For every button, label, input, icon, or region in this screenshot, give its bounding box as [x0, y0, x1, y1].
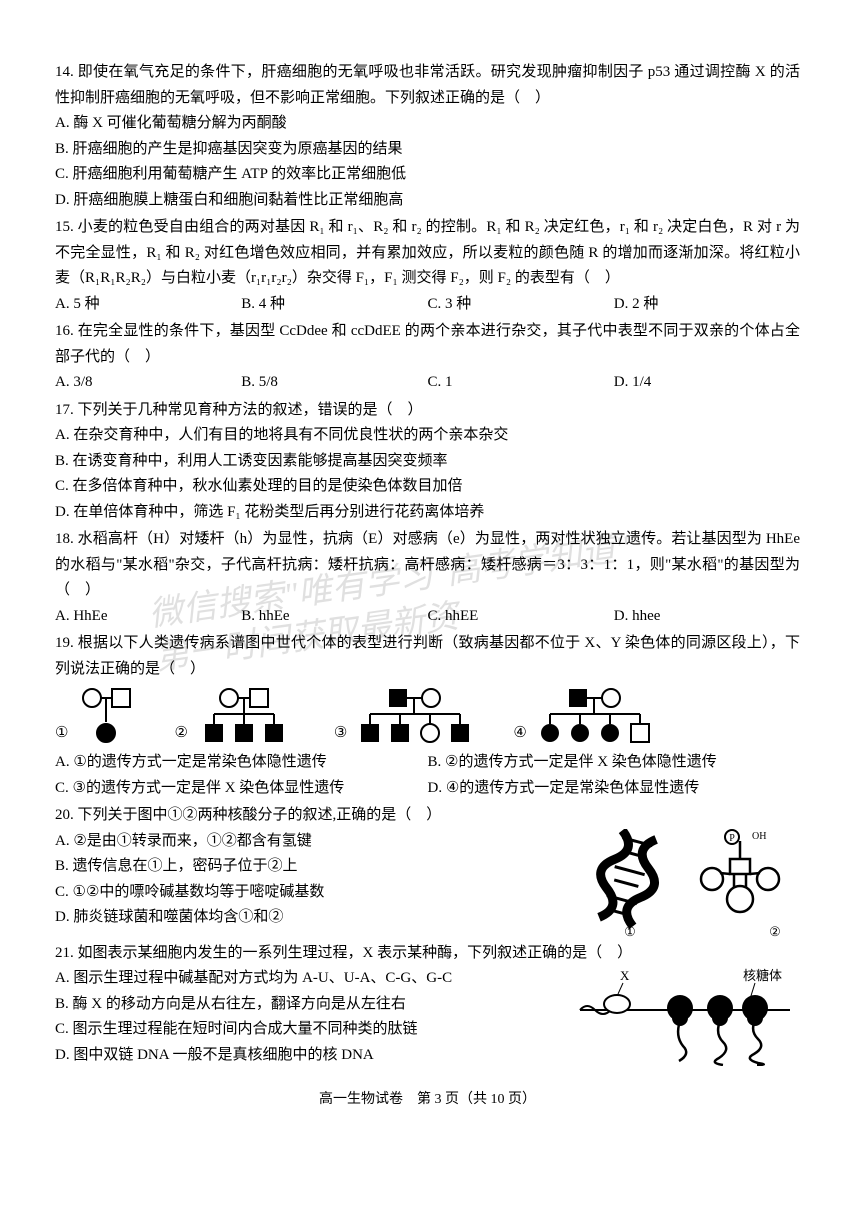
q16-opt-a: A. 3/8: [55, 370, 241, 396]
q14-opt-a: A. 酶 X 可催化葡萄糖分解为丙酮酸: [55, 111, 800, 137]
q20-opt-b: B. 遗传信息在①上，密码子位于②上: [55, 854, 580, 880]
ped4-label: ④: [513, 721, 526, 747]
fig20-label1: ①: [624, 924, 636, 939]
q19-opt-a: A. ①的遗传方式一定是常染色体隐性遗传: [55, 750, 428, 776]
q15-opt-c: C. 3 种: [428, 292, 614, 318]
q21-opt-c: C. 图示生理过程能在短时间内合成大量不同种类的肽链: [55, 1017, 575, 1043]
q20-opt-d: D. 肺炎链球菌和噬菌体均含①和②: [55, 905, 580, 931]
q14-opt-b: B. 肝癌细胞的产生是抑癌基因突变为原癌基因的结果: [55, 137, 800, 163]
pedigree-1-icon: [74, 686, 144, 746]
q20-opt-a: A. ②是由①转录而来，①②都含有氢键: [55, 829, 580, 855]
q17-opt-c: C. 在多倍体育种中，秋水仙素处理的目的是使染色体数目加倍: [55, 474, 800, 500]
fig20-p: P: [729, 833, 735, 844]
q15-opt-b: B. 4 种: [241, 292, 427, 318]
page-footer: 高一生物试卷 第 3 页（共 10 页）: [55, 1088, 800, 1112]
question-18: 18. 水稻高杆（H）对矮杆（h）为显性，抗病（E）对感病（e）为显性，两对性状…: [55, 527, 800, 629]
fig20-oh: OH: [752, 831, 766, 842]
q21-opt-a: A. 图示生理过程中碱基配对方式均为 A-U、U-A、C-G、G-C: [55, 966, 575, 992]
q17-opt-b: B. 在诱变育种中，利用人工诱变因素能够提高基因突变频率: [55, 449, 800, 475]
ped3-label: ③: [334, 721, 347, 747]
q14-opt-c: C. 肝癌细胞利用葡萄糖产生 ATP 的效率比正常细胞低: [55, 162, 800, 188]
transcription-translation-icon: X 核糖体: [575, 966, 795, 1066]
q16-opt-d: D. 1/4: [614, 370, 800, 396]
q21-opt-b: B. 酶 X 的移动方向是从右往左，翻译方向是从左往右: [55, 992, 575, 1018]
q17-opt-a: A. 在杂交育种中，人们有目的地将具有不同优良性状的两个亲本杂交: [55, 423, 800, 449]
q20-opt-c: C. ①②中的嘌呤碱基数均等于嘧啶碱基数: [55, 880, 580, 906]
pedigree-3-icon: [353, 686, 483, 746]
q18-opt-b: B. hhEe: [241, 604, 427, 630]
ped1-label: ①: [55, 721, 68, 747]
q18-opt-c: C. hhEE: [428, 604, 614, 630]
q18-opt-d: D. hhee: [614, 604, 800, 630]
trna-icon: P OH ②: [690, 829, 790, 939]
q16-stem: 16. 在完全显性的条件下，基因型 CcDdee 和 ccDdEE 的两个亲本进…: [55, 319, 800, 370]
question-14: 14. 即使在氧气充足的条件下，肝癌细胞的无氧呼吸也非常活跃。研究发现肿瘤抑制因…: [55, 60, 800, 213]
q18-opt-a: A. HhEe: [55, 604, 241, 630]
question-16: 16. 在完全显性的条件下，基因型 CcDdee 和 ccDdEE 的两个亲本进…: [55, 319, 800, 396]
q16-opt-b: B. 5/8: [241, 370, 427, 396]
pedigree-4-icon: [533, 686, 663, 746]
question-19: 19. 根据以下人类遗传病系谱图中世代个体的表型进行判断（致病基因都不位于 X、…: [55, 631, 800, 801]
q19-opt-c: C. ③的遗传方式一定是伴 X 染色体显性遗传: [55, 776, 428, 802]
q21-opt-d: D. 图中双链 DNA 一般不是真核细胞中的核 DNA: [55, 1043, 575, 1069]
q19-opt-d: D. ④的遗传方式一定是常染色体显性遗传: [428, 776, 801, 802]
pedigree-2-icon: [194, 686, 304, 746]
q16-opt-c: C. 1: [428, 370, 614, 396]
fig20-label2: ②: [769, 924, 781, 939]
q15-opt-d: D. 2 种: [614, 292, 800, 318]
fig21-rib-label: 核糖体: [743, 968, 782, 983]
q21-stem: 21. 如图表示某细胞内发生的一系列生理过程，X 表示某种酶，下列叙述正确的是（…: [55, 941, 800, 967]
q15-opt-a: A. 5 种: [55, 292, 241, 318]
q17-opt-d: D. 在单倍体育种中，筛选 F₁ 花粉类型后再分别进行花药离体培养: [55, 500, 800, 526]
q17-stem: 17. 下列关于几种常见育种方法的叙述，错误的是（ ）: [55, 398, 800, 424]
fig21-x-label: X: [620, 968, 630, 983]
q14-stem: 14. 即使在氧气充足的条件下，肝癌细胞的无氧呼吸也非常活跃。研究发现肿瘤抑制因…: [55, 60, 800, 111]
question-20: 20. 下列关于图中①②两种核酸分子的叙述,正确的是（ ） A. ②是由①转录而…: [55, 803, 800, 939]
q14-opt-d: D. 肝癌细胞膜上糖蛋白和细胞间黏着性比正常细胞高: [55, 188, 800, 214]
question-21: 21. 如图表示某细胞内发生的一系列生理过程，X 表示某种酶，下列叙述正确的是（…: [55, 941, 800, 1069]
question-15: 15. 小麦的粒色受自由组合的两对基因 R₁ 和 r₁、R₂ 和 r₂ 的控制。…: [55, 215, 800, 317]
pedigree-figures: ① ②: [55, 686, 800, 746]
q19-opt-b: B. ②的遗传方式一定是伴 X 染色体隐性遗传: [428, 750, 801, 776]
ped2-label: ②: [174, 721, 187, 747]
q20-stem: 20. 下列关于图中①②两种核酸分子的叙述,正确的是（ ）: [55, 803, 800, 829]
question-17: 17. 下列关于几种常见育种方法的叙述，错误的是（ ） A. 在杂交育种中，人们…: [55, 398, 800, 526]
q18-stem: 18. 水稻高杆（H）对矮杆（h）为显性，抗病（E）对感病（e）为显性，两对性状…: [55, 527, 800, 604]
q15-stem: 15. 小麦的粒色受自由组合的两对基因 R₁ 和 r₁、R₂ 和 r₂ 的控制。…: [55, 215, 800, 292]
q19-stem: 19. 根据以下人类遗传病系谱图中世代个体的表型进行判断（致病基因都不位于 X、…: [55, 631, 800, 682]
dna-helix-icon: ①: [590, 829, 670, 939]
